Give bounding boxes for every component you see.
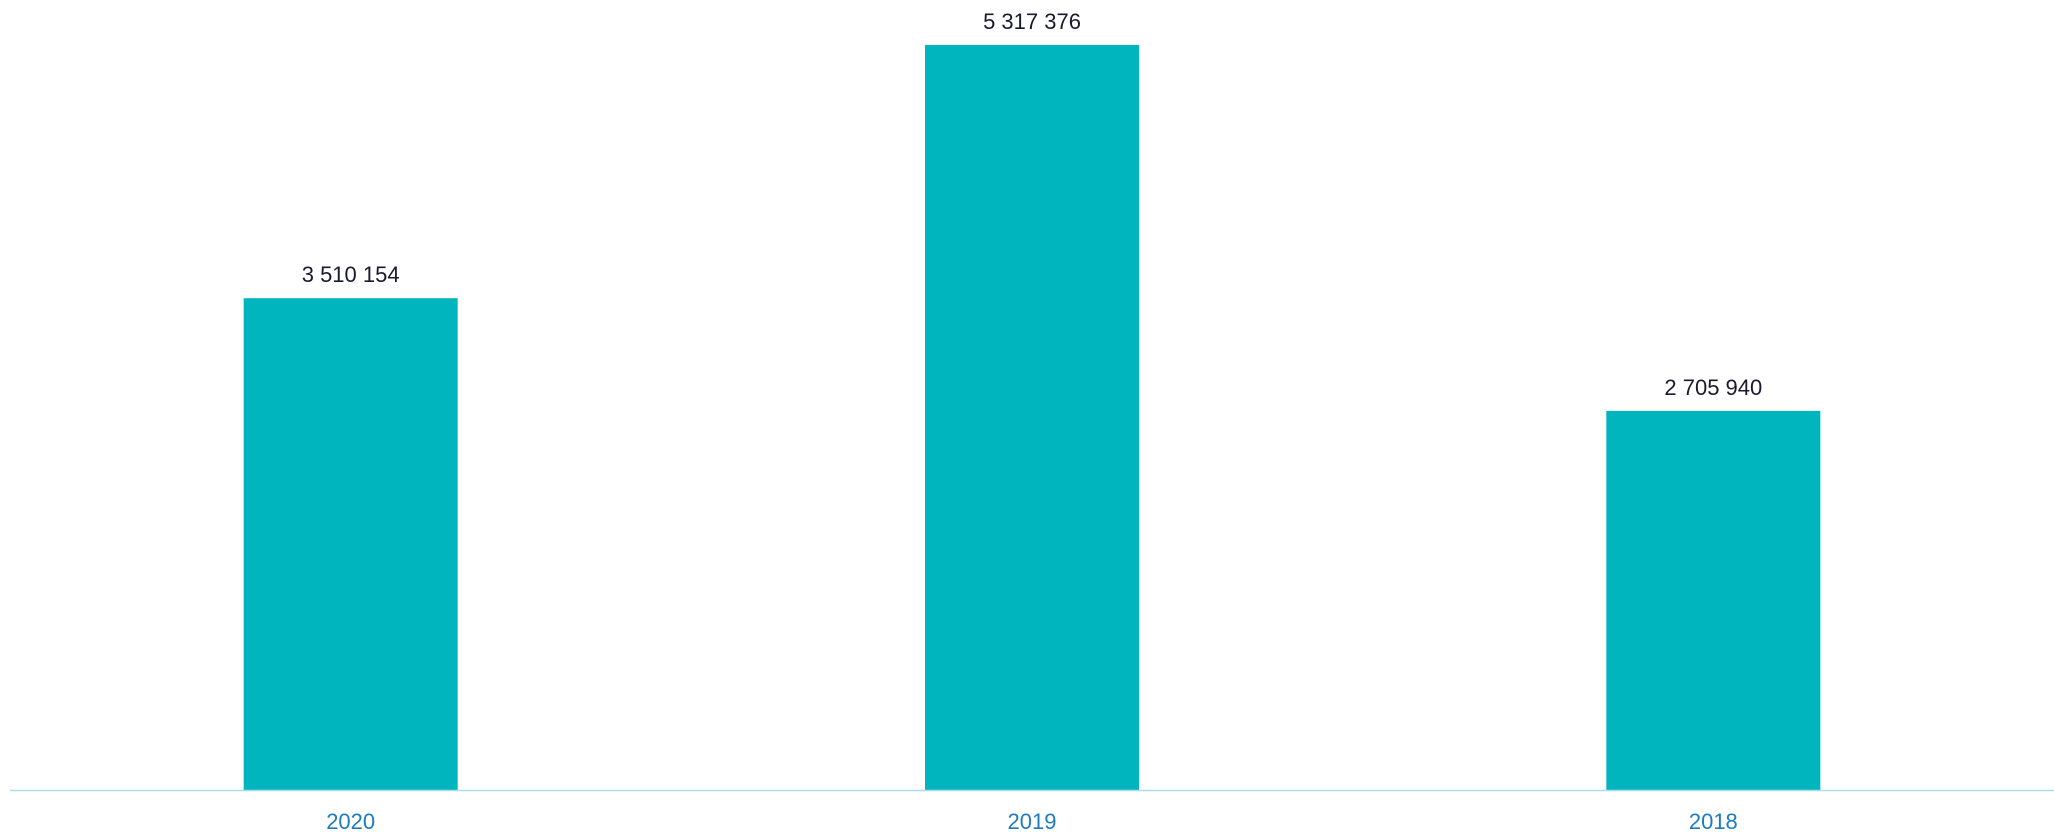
x-tick-label-2018: 2018 — [1689, 809, 1738, 834]
bar-2018 — [1606, 410, 1821, 790]
value-label-2018: 2 705 940 — [1664, 375, 1762, 400]
bar-2020 — [243, 298, 458, 790]
value-label-2019: 5 317 376 — [983, 9, 1081, 34]
x-tick-label-2019: 2019 — [1008, 809, 1057, 834]
x-tick-labels-group: 2020 2019 2018 — [326, 809, 1738, 834]
value-labels-group: 3 510 154 5 317 376 2 705 940 — [302, 9, 1763, 400]
x-tick-label-2020: 2020 — [326, 809, 375, 834]
bars-group — [243, 45, 1821, 790]
bar-2019 — [925, 45, 1139, 790]
value-label-2020: 3 510 154 — [302, 262, 400, 287]
